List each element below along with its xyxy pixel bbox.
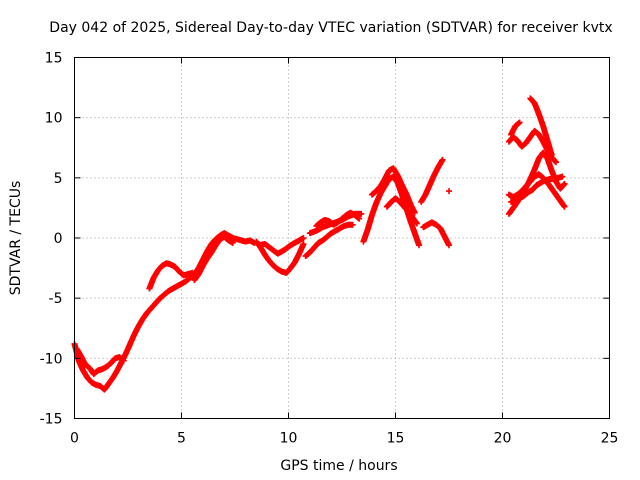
data-point [413, 220, 420, 227]
y-tick-label: -10 [40, 351, 63, 367]
data-point [189, 269, 196, 276]
data-point [561, 180, 568, 187]
x-axis-label: GPS time / hours [280, 458, 397, 474]
y-tick-label: 10 [45, 111, 63, 127]
data-point [349, 221, 356, 228]
x-tick-label: 25 [601, 431, 619, 447]
y-tick-label: -15 [40, 412, 63, 428]
data-point [559, 173, 566, 180]
data-point [411, 209, 418, 216]
data-point [300, 241, 307, 248]
data-point [446, 242, 452, 249]
data-point [358, 210, 365, 217]
x-tick-label: 10 [280, 431, 298, 447]
data-point [300, 235, 307, 241]
data-point [446, 188, 452, 195]
data-points [71, 95, 568, 393]
y-tick-label: 15 [45, 51, 63, 67]
data-point [439, 156, 446, 163]
data-point [120, 357, 127, 364]
y-tick-label: 0 [54, 231, 63, 247]
x-tick-label: 5 [177, 431, 186, 447]
y-axis-label: SDTVAR / TECUs [8, 181, 24, 296]
data-point [416, 242, 423, 249]
x-tick-label: 0 [70, 431, 79, 447]
data-point [561, 203, 568, 210]
data-point [553, 159, 559, 166]
chart-title: Day 042 of 2025, Sidereal Day-to-day VTE… [49, 20, 612, 36]
data-point [229, 239, 236, 246]
grid [74, 57, 610, 419]
data-point [516, 119, 523, 126]
ticks: 0 5 10 15 20 25 15 10 5 0 -5 -10 -15 [40, 51, 619, 447]
x-tick-label: 20 [494, 431, 512, 447]
y-tick-label: -5 [49, 291, 63, 307]
y-tick-label: 5 [54, 171, 63, 187]
x-tick-label: 15 [387, 431, 405, 447]
data-point [548, 151, 555, 158]
